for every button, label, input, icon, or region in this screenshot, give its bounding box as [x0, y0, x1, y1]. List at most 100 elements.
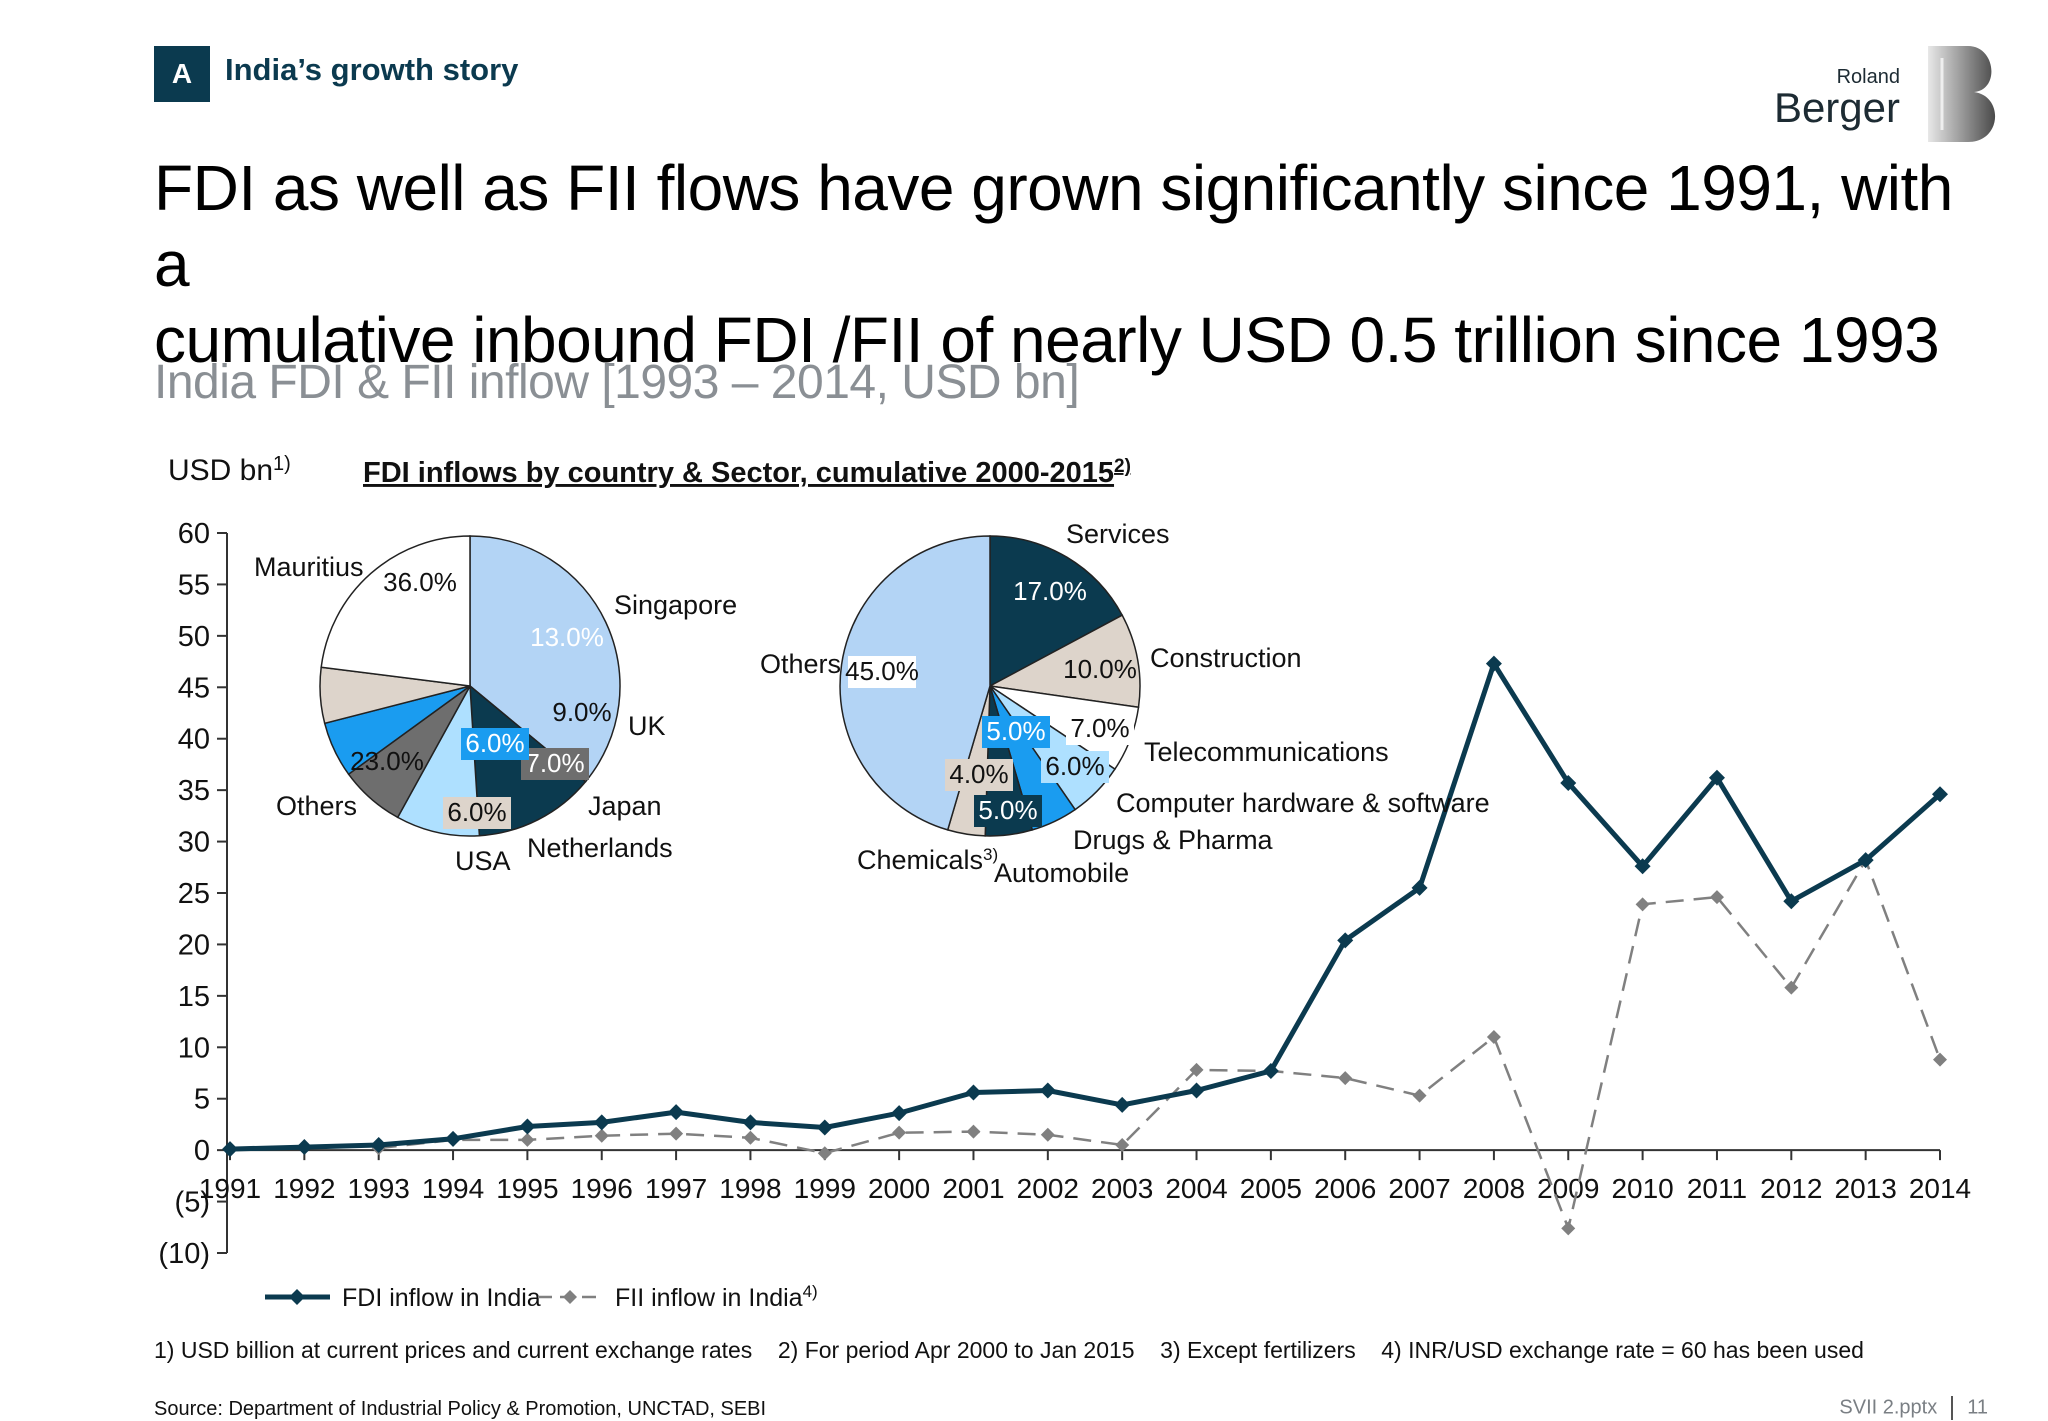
sector-pie-slice-value: 5.0%	[978, 795, 1037, 825]
chart-subtitle: India FDI & FII inflow [1993 – 2014, USD…	[154, 356, 1080, 409]
x-tick-label: 2012	[1760, 1173, 1822, 1204]
x-tick-label: 2011	[1687, 1173, 1747, 1204]
x-tick-label: 2005	[1240, 1173, 1302, 1204]
sector-pie-slice-label: Computer hardware & software	[1116, 788, 1490, 818]
sector-pie-slice-value: 6.0%	[1045, 751, 1104, 781]
fii-point	[1115, 1138, 1130, 1152]
x-tick-label: 1997	[645, 1173, 707, 1204]
file-name: SVII 2.pptx	[1839, 1396, 1938, 1419]
country-pie-pct-bg	[443, 797, 511, 829]
sector-pie-pct-bg	[974, 795, 1042, 827]
x-tick-label: 2000	[868, 1173, 930, 1204]
roland-berger-logo: Roland Berger	[1768, 44, 2008, 144]
fdi-point	[1485, 655, 1502, 672]
country-pie-slice	[320, 535, 471, 687]
sector-pie-pct-bg	[848, 656, 916, 688]
fdi-point	[222, 1141, 238, 1158]
x-tick-label: 1995	[496, 1173, 558, 1204]
country-pie-pct-bg	[461, 728, 529, 760]
fii-point	[1709, 890, 1724, 905]
fdi-point	[816, 1119, 833, 1136]
x-tick-label: 1999	[794, 1173, 856, 1204]
fdi-point	[965, 1084, 982, 1101]
fdi-series-line	[229, 661, 1942, 1152]
chart-lines	[222, 655, 1948, 1236]
headline-line-2: cumulative inbound FDI /FII of nearly US…	[154, 304, 1940, 376]
x-tick-label: 2009	[1537, 1173, 1599, 1204]
country-pie-slice-label: UK	[628, 711, 666, 741]
country-pie-slice-label: USA	[455, 846, 511, 876]
fii-point	[1561, 1221, 1576, 1236]
fii-point	[669, 1126, 684, 1141]
fii-point	[817, 1146, 832, 1161]
sector-pie-slice-label: Services	[1066, 519, 1170, 549]
fdi-point	[891, 1105, 908, 1122]
sector-pie-pct-bg	[945, 759, 1013, 791]
page-number: 11	[1967, 1396, 1988, 1419]
fdi-point	[1262, 1062, 1279, 1079]
sector-pie-slice-value: 7.0%	[1070, 713, 1129, 743]
fii-point	[594, 1128, 609, 1143]
headline: FDI as well as FII flows have grown sign…	[154, 150, 1954, 378]
fii-point	[1784, 980, 1799, 995]
fii-point	[520, 1132, 535, 1147]
headline-line-1: FDI as well as FII flows have grown sign…	[154, 152, 1953, 300]
fdi-point	[668, 1104, 685, 1121]
section-badge: A	[154, 46, 210, 102]
pie-section-title: FDI inflows by country & Sector, cumulat…	[363, 456, 1131, 489]
fii-series-line	[378, 858, 1942, 1230]
legend-fii-label: FII inflow in India4)	[615, 1282, 818, 1312]
x-tick-label: 1992	[273, 1173, 335, 1204]
sector-pie-slice-label: Construction	[1150, 643, 1302, 673]
fii-point	[966, 1124, 981, 1139]
fii-point	[1412, 1088, 1427, 1103]
x-tick-label: 2006	[1314, 1173, 1376, 1204]
y-tick-label: 25	[178, 878, 210, 910]
logo-b-icon	[1928, 46, 1996, 142]
y-tick-label: 5	[194, 1084, 210, 1116]
y-tick-label: 20	[178, 929, 210, 961]
x-tick-label: 2008	[1463, 1173, 1525, 1204]
sector-pie-slice-value: 17.0%	[1013, 576, 1087, 606]
sector-pie-pct-bg	[1041, 751, 1109, 783]
fii-point	[1486, 1030, 1501, 1044]
fdi-point	[1337, 932, 1354, 949]
x-tick-label: 2014	[1909, 1173, 1971, 1204]
section-title: India’s growth story	[225, 52, 519, 87]
logo-berger-text: Berger	[1773, 84, 1900, 131]
x-tick-label: 2001	[942, 1173, 1004, 1204]
fii-point	[1933, 1052, 1947, 1067]
source-note: Source: Department of Industrial Policy …	[154, 1398, 767, 1420]
x-tick-label: 1996	[571, 1173, 633, 1204]
y-tick-label: (10)	[158, 1238, 210, 1270]
fdi-point	[296, 1139, 313, 1156]
fdi-point	[1114, 1096, 1131, 1113]
x-tick-label: 1994	[422, 1173, 484, 1204]
country-pie-slice	[469, 535, 621, 783]
legend-fdi-marker	[289, 1289, 305, 1305]
fii-point	[892, 1125, 907, 1140]
country-pie-slice-value: 6.0%	[447, 797, 506, 827]
country-pie-slice-label: Netherlands	[527, 833, 673, 863]
sector-pie-slice-label: Drugs & Pharma	[1073, 825, 1274, 855]
fdi-point	[519, 1118, 536, 1135]
pie-charts: FDI inflows by country & Sector, cumulat…	[254, 456, 1490, 888]
x-tick-label: 1991	[199, 1173, 261, 1204]
sector-pie-slice-label: Chemicals3)	[857, 845, 998, 875]
y-tick-label: 60	[178, 518, 210, 550]
footnotes: 1) USD billion at current prices and cur…	[154, 1337, 1864, 1363]
country-pie-slice-value: 36.0%	[383, 567, 457, 597]
y-axis-label: USD bn1)	[168, 453, 291, 487]
y-tick-label: 30	[178, 827, 210, 859]
fdi-point	[593, 1114, 610, 1131]
x-tick-label: 2013	[1835, 1173, 1897, 1204]
fdi-point	[1039, 1082, 1056, 1099]
y-tick-label: 45	[178, 672, 210, 704]
chart-axes: USD bn1)605550454035302520151050(5)(10)1…	[158, 453, 1971, 1270]
country-pie-slice-value: 6.0%	[465, 728, 524, 758]
fdi-point	[1783, 893, 1800, 910]
sector-pie-slice-value: 45.0%	[845, 656, 919, 686]
page-info: SVII 2.pptx 11	[1839, 1396, 1988, 1420]
sector-pie-slice-label: Automobile	[994, 858, 1129, 888]
